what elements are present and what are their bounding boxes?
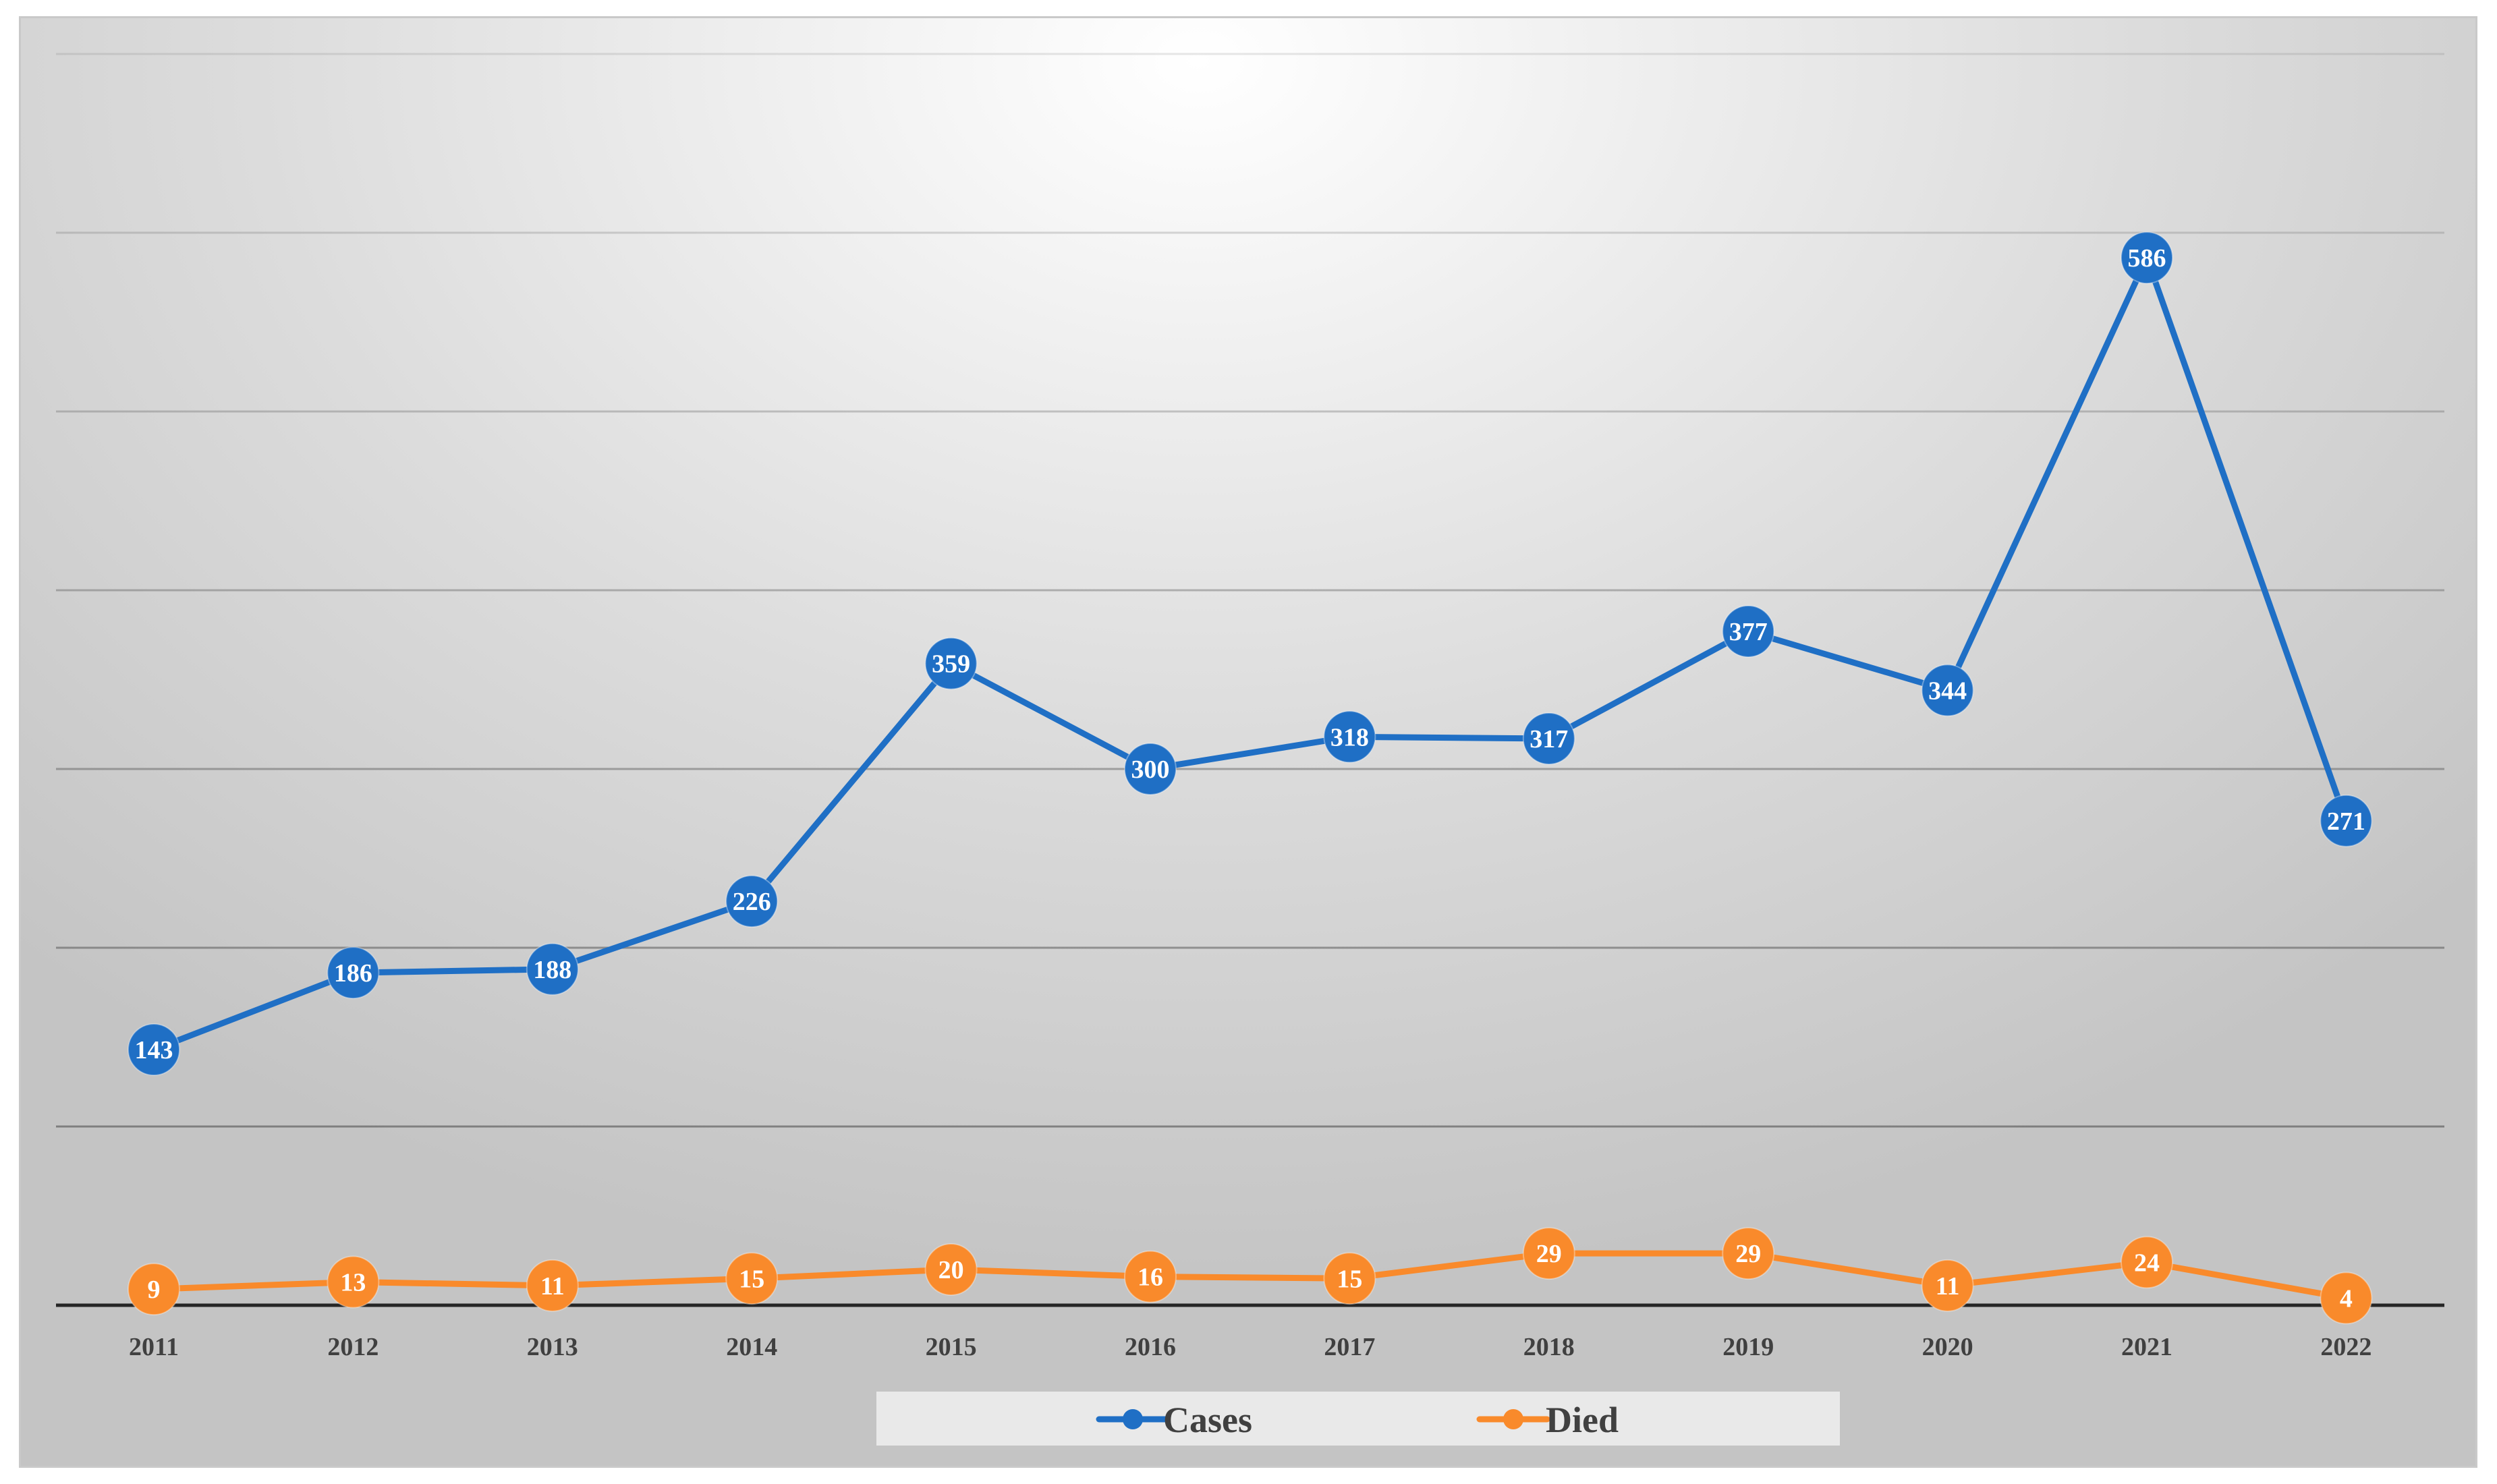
series-cases: 143 186 188 226 359 300 318 317 377 344 586 271 (128, 231, 2373, 1077)
data-label: 13 (340, 1269, 366, 1297)
data-point (1124, 1250, 1177, 1303)
data-point (327, 1255, 380, 1309)
data-point (1921, 664, 1974, 717)
data-label: 186 (334, 959, 372, 988)
data-label: 143 (135, 1036, 173, 1064)
x-tick-label: 2020 (1922, 1333, 1973, 1361)
data-point (1722, 604, 1775, 658)
data-label: 226 (733, 888, 771, 916)
x-tick-label: 2011 (129, 1333, 179, 1361)
x-tick-label: 2022 (2320, 1333, 2372, 1361)
legend-label: Died (1546, 1400, 1619, 1440)
data-label: 318 (1330, 723, 1369, 751)
data-label: 15 (739, 1265, 764, 1293)
data-point (2320, 794, 2373, 847)
data-point (1522, 1227, 1575, 1280)
x-tick-label: 2017 (1324, 1333, 1375, 1361)
series-line (150, 1250, 2349, 1301)
legend-item-cases: Cases (1096, 1400, 1252, 1440)
data-point (725, 875, 779, 928)
data-point (1124, 743, 1177, 795)
data-point (2320, 1272, 2373, 1325)
data-label: 29 (1536, 1240, 1562, 1268)
data-point (128, 1023, 180, 1077)
x-tick-label: 2012 (327, 1333, 378, 1361)
data-point (1722, 1227, 1775, 1280)
series-layer: 143 186 188 226 359 300 318 317 377 344 586 271 9 13 1… (128, 231, 2373, 1325)
series-died: 9 13 11 15 20 16 15 29 29 11 24 4 (128, 1227, 2373, 1325)
x-axis: 2011 2012 2013 2014 2015 2016 2017 2018 2019 2020… (56, 1303, 2444, 1361)
data-label: 300 (1131, 755, 1170, 784)
x-tick-label: 2013 (527, 1333, 578, 1361)
data-point (1323, 710, 1376, 764)
legend: Cases Died (876, 1392, 1840, 1446)
line-chart: 2011 2012 2013 2014 2015 2016 2017 2018 2019 2020… (56, 53, 2444, 1446)
data-label: 20 (938, 1256, 964, 1284)
data-point (924, 1243, 978, 1296)
data-point (924, 637, 978, 690)
data-point (1921, 1259, 1974, 1312)
x-tick-label: 2021 (2121, 1333, 2172, 1361)
legend-label: Cases (1163, 1400, 1252, 1440)
data-label: 9 (148, 1276, 161, 1304)
data-point (1522, 712, 1575, 765)
data-label: 11 (540, 1272, 565, 1301)
data-label: 11 (1936, 1272, 1960, 1301)
data-label: 24 (2134, 1249, 2160, 1277)
data-label: 344 (1928, 677, 1967, 705)
data-point (128, 1263, 180, 1316)
data-point (526, 942, 579, 996)
data-label: 29 (1735, 1240, 1761, 1268)
data-label: 377 (1729, 618, 1768, 646)
data-point (2121, 231, 2173, 285)
x-tick-label: 2014 (726, 1333, 777, 1361)
data-point (526, 1259, 579, 1312)
chart-area: 2011 2012 2013 2014 2015 2016 2017 2018 2019 2020… (19, 16, 2477, 1468)
data-label: 586 (2128, 244, 2166, 273)
data-label: 188 (533, 956, 571, 984)
x-tick-label: 2018 (1523, 1333, 1575, 1361)
series-line (150, 254, 2349, 1053)
legend-item-died: Died (1476, 1400, 1619, 1440)
data-label: 4 (2340, 1284, 2353, 1313)
data-point (1323, 1252, 1376, 1305)
data-label: 15 (1337, 1265, 1362, 1293)
data-label: 271 (2327, 807, 2365, 836)
data-point (725, 1252, 779, 1305)
x-tick-label: 2015 (926, 1333, 977, 1361)
legend-marker (1503, 1409, 1523, 1429)
legend-box (876, 1392, 1840, 1446)
data-point (327, 946, 380, 1000)
x-tick-label: 2019 (1722, 1333, 1774, 1361)
data-point (2121, 1236, 2173, 1289)
x-tick-label: 2016 (1125, 1333, 1176, 1361)
data-label: 317 (1530, 725, 1568, 753)
data-label: 16 (1138, 1263, 1163, 1292)
legend-marker (1123, 1409, 1143, 1429)
gridlines (56, 53, 2444, 1128)
data-label: 359 (932, 650, 970, 679)
